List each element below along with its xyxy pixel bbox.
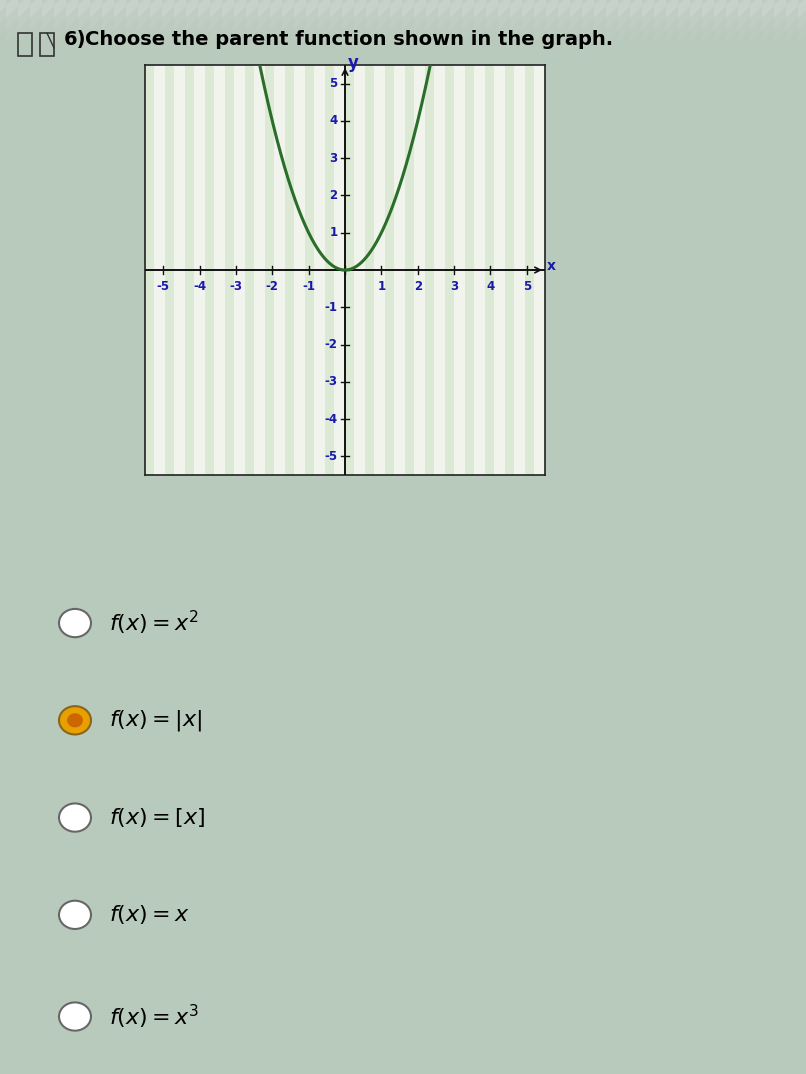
Text: 3: 3: [450, 280, 458, 293]
Text: 2: 2: [330, 189, 338, 202]
Text: x: x: [546, 259, 556, 273]
Circle shape: [59, 803, 91, 831]
Text: -4: -4: [193, 280, 206, 293]
Text: y: y: [347, 55, 359, 72]
Text: 1: 1: [377, 280, 385, 293]
Text: -5: -5: [156, 280, 170, 293]
Text: 3: 3: [330, 151, 338, 164]
Text: 2: 2: [413, 280, 422, 293]
Bar: [18, 33, 32, 56]
Text: 5: 5: [523, 280, 531, 293]
Text: $f(x) = [x]$: $f(x) = [x]$: [109, 807, 206, 829]
Text: -2: -2: [266, 280, 279, 293]
Text: -2: -2: [325, 338, 338, 351]
Text: $f(x) = x$: $f(x) = x$: [109, 903, 190, 927]
Text: -1: -1: [325, 301, 338, 314]
Text: -4: -4: [325, 412, 338, 425]
Bar: [40, 33, 54, 56]
Circle shape: [59, 609, 91, 637]
Text: -5: -5: [325, 450, 338, 463]
Text: -3: -3: [325, 375, 338, 389]
Text: 6): 6): [64, 30, 86, 49]
Circle shape: [59, 707, 91, 735]
Text: 5: 5: [330, 77, 338, 90]
Circle shape: [59, 1002, 91, 1031]
Text: $f(x) = x^2$: $f(x) = x^2$: [109, 609, 199, 637]
Text: Choose the parent function shown in the graph.: Choose the parent function shown in the …: [85, 30, 613, 49]
Circle shape: [68, 714, 82, 727]
Text: $f(x) = x^3$: $f(x) = x^3$: [109, 1002, 199, 1031]
Text: 4: 4: [486, 280, 495, 293]
Text: -3: -3: [230, 280, 243, 293]
Text: -1: -1: [302, 280, 315, 293]
Text: $f(x) = |x|$: $f(x) = |x|$: [109, 708, 202, 732]
Text: 1: 1: [330, 227, 338, 240]
Text: 4: 4: [330, 115, 338, 128]
Circle shape: [59, 901, 91, 929]
